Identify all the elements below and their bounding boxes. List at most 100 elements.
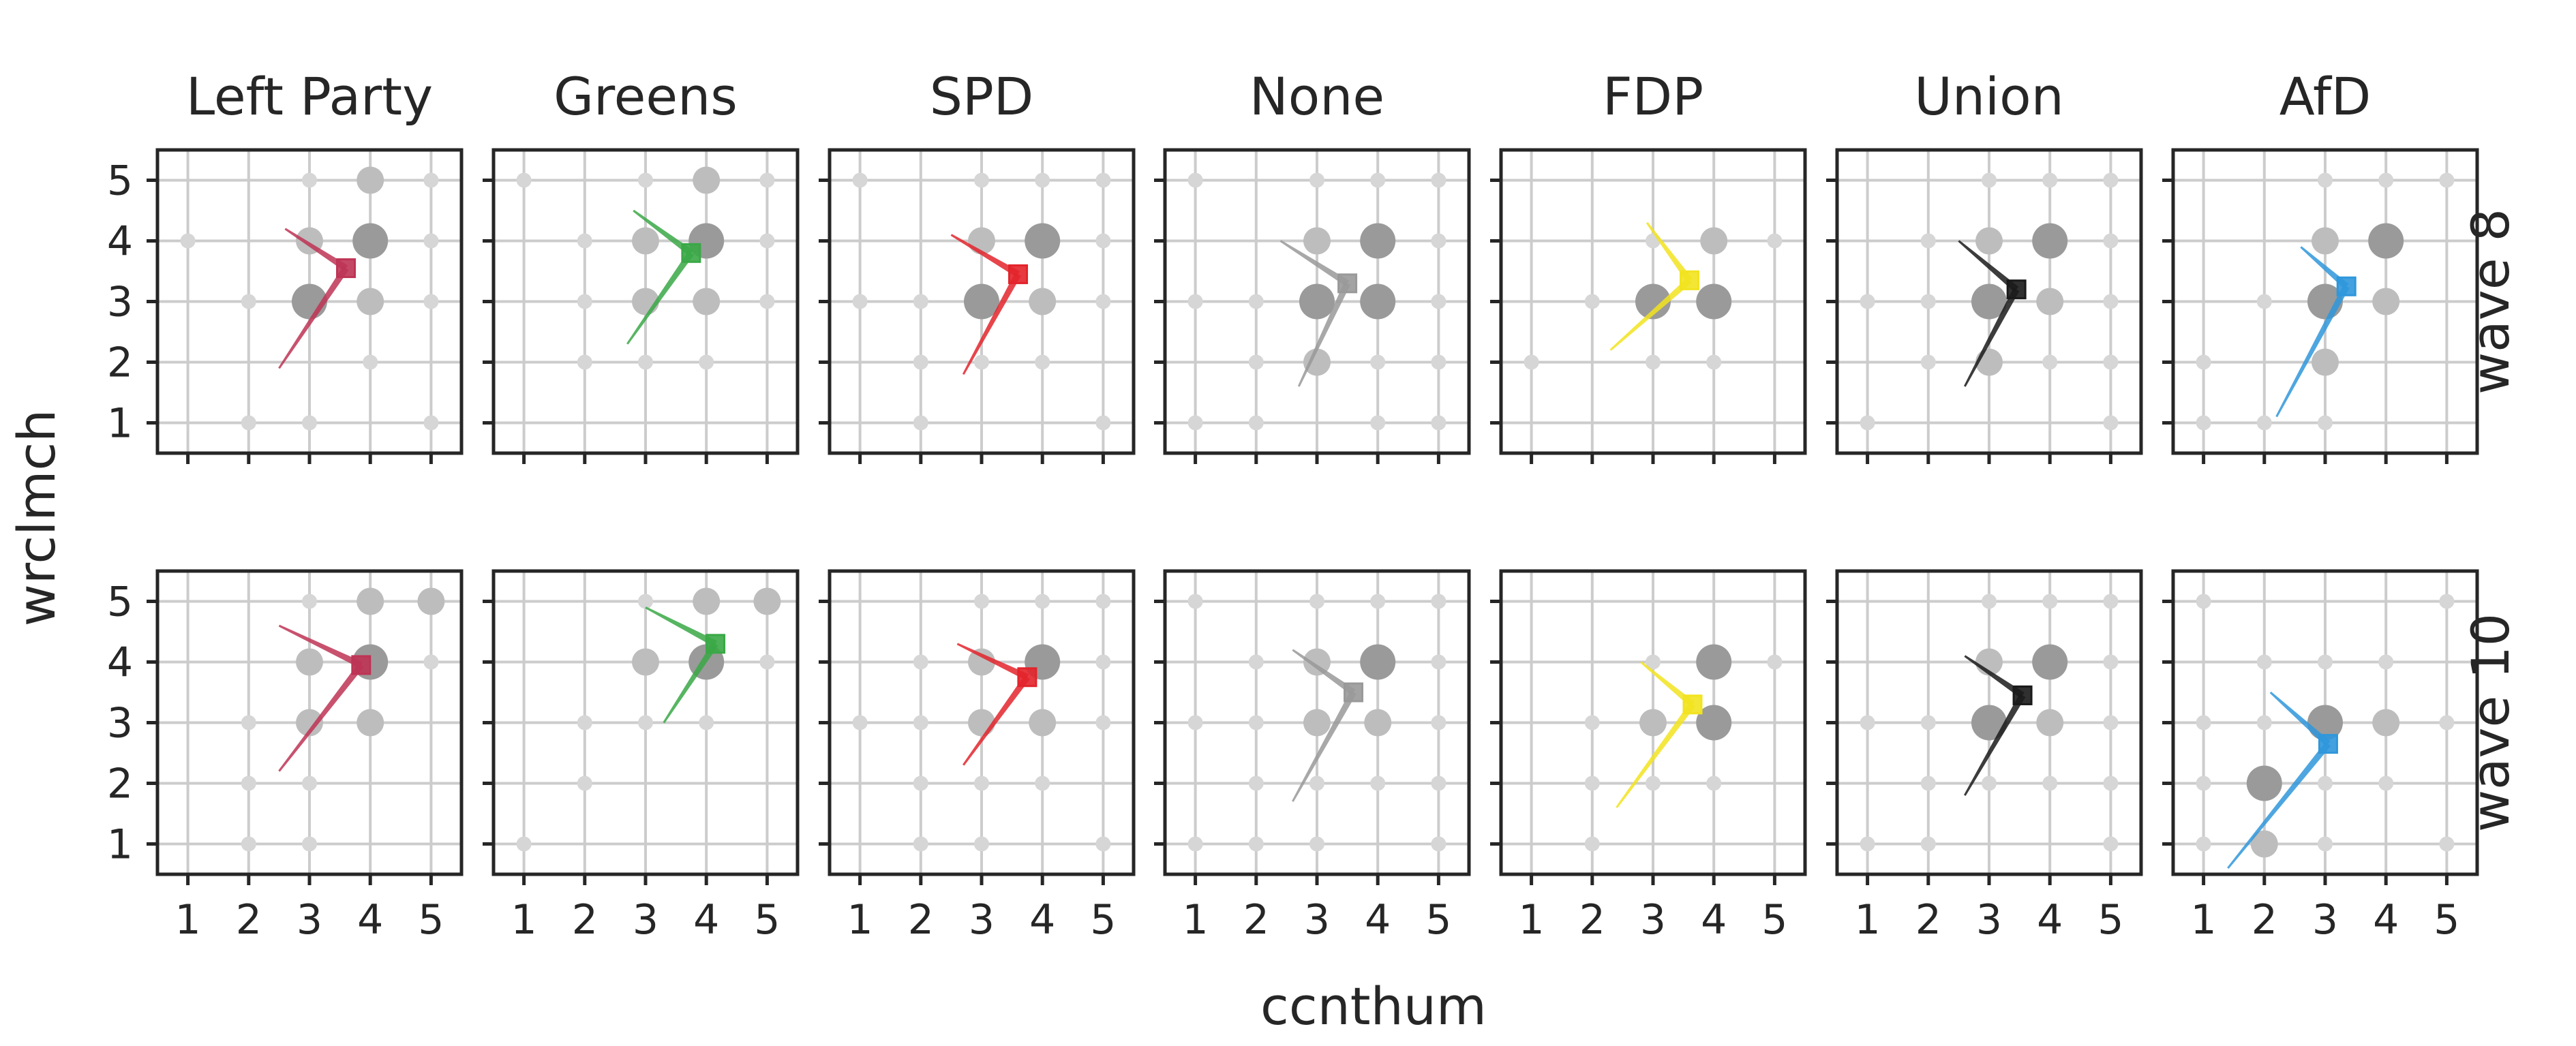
panel-marks [516, 166, 775, 370]
data-point [2256, 654, 2272, 670]
data-point [2103, 775, 2119, 791]
data-point [638, 172, 653, 188]
data-point [753, 587, 781, 615]
data-point [1971, 705, 2007, 741]
data-point [1035, 775, 1050, 791]
x-tick-label: 3 [1640, 896, 1666, 944]
direction-arrow-2 [963, 675, 1030, 766]
data-point [1095, 294, 1111, 309]
data-point [1700, 227, 1728, 255]
data-point [759, 172, 775, 188]
direction-arrow-2 [626, 251, 694, 345]
data-point [2312, 348, 2339, 376]
x-tick-label: 5 [1761, 896, 1787, 944]
direction-arrow-1 [284, 228, 348, 271]
data-point [2439, 172, 2455, 188]
mean-marker [681, 243, 701, 263]
direction-arrow-1 [2300, 246, 2349, 290]
data-point [1360, 283, 1396, 320]
x-tick-label: 4 [1029, 896, 1055, 944]
data-point [577, 233, 592, 249]
direction-arrow-1 [1640, 661, 1695, 707]
column-title-fdp: FDP [1603, 66, 1703, 127]
x-tick-label: 4 [357, 896, 383, 944]
data-point [352, 223, 389, 259]
data-point [1095, 172, 1111, 188]
y-tick-label: 4 [107, 639, 133, 687]
data-point [1982, 594, 1997, 609]
data-point [302, 836, 317, 852]
data-point [1303, 648, 1331, 676]
data-point [1920, 715, 1936, 730]
data-point [302, 172, 317, 188]
x-tick-label: 3 [633, 896, 658, 944]
data-point [2036, 288, 2064, 316]
data-point [1248, 715, 1264, 730]
data-point [2103, 294, 2119, 309]
data-point [913, 294, 928, 309]
data-point [1431, 233, 1446, 249]
data-point [632, 648, 659, 676]
column-title-afd: AfD [2279, 66, 2372, 127]
data-point [964, 283, 999, 320]
data-point [2103, 354, 2119, 370]
y-tick-label: 2 [107, 760, 133, 808]
data-point [759, 233, 775, 249]
data-point [2378, 172, 2394, 188]
data-point [241, 415, 256, 431]
x-tick-label: 3 [2312, 896, 2338, 944]
data-point [1646, 654, 1661, 670]
data-point [759, 294, 775, 309]
data-point [1248, 654, 1264, 670]
x-tick-label: 5 [1090, 896, 1116, 944]
mean-marker [351, 655, 372, 675]
data-point [2103, 836, 2119, 852]
data-point [1524, 354, 1539, 370]
mean-marker [2318, 734, 2338, 754]
data-point [1646, 354, 1661, 370]
data-point [1029, 709, 1057, 737]
data-point [1095, 715, 1111, 730]
data-point [699, 354, 714, 370]
data-point [1303, 709, 1331, 737]
y-tick-label: 1 [107, 400, 133, 448]
data-point [2036, 709, 2064, 737]
data-point [2439, 715, 2455, 730]
data-point [2042, 172, 2058, 188]
data-point [2196, 715, 2211, 730]
data-point [1860, 836, 1875, 852]
data-point [2103, 715, 2119, 730]
data-point [1187, 172, 1203, 188]
data-point [1431, 415, 1446, 431]
data-point [852, 715, 868, 730]
data-point [1364, 709, 1392, 737]
x-tick-label: 5 [2434, 896, 2459, 944]
direction-arrow-2 [1297, 281, 1351, 387]
x-tick-label: 4 [2037, 896, 2063, 944]
data-point [1035, 594, 1050, 609]
mean-marker [336, 258, 357, 279]
x-tick-label: 2 [1579, 896, 1605, 944]
data-point [1360, 223, 1396, 259]
direction-arrow-2 [1963, 288, 2020, 387]
data-point [1982, 172, 1997, 188]
direction-arrow-2 [962, 273, 1021, 375]
data-point [2318, 415, 2333, 431]
data-point [1767, 654, 1783, 670]
data-point [577, 294, 592, 309]
panel-marks [1860, 594, 2119, 852]
y-tick-label: 1 [107, 821, 133, 869]
data-point [241, 775, 256, 791]
data-point [1309, 775, 1324, 791]
column-title-left-party: Left Party [186, 66, 433, 127]
x-axis-label: ccnthum [1260, 976, 1487, 1036]
direction-arrow-1 [645, 606, 717, 647]
data-point [913, 836, 928, 852]
panel-marks [852, 172, 1111, 431]
panel-marks [2196, 172, 2455, 431]
data-point [2196, 415, 2211, 431]
direction-arrow-2 [663, 642, 718, 724]
data-point [968, 648, 995, 676]
